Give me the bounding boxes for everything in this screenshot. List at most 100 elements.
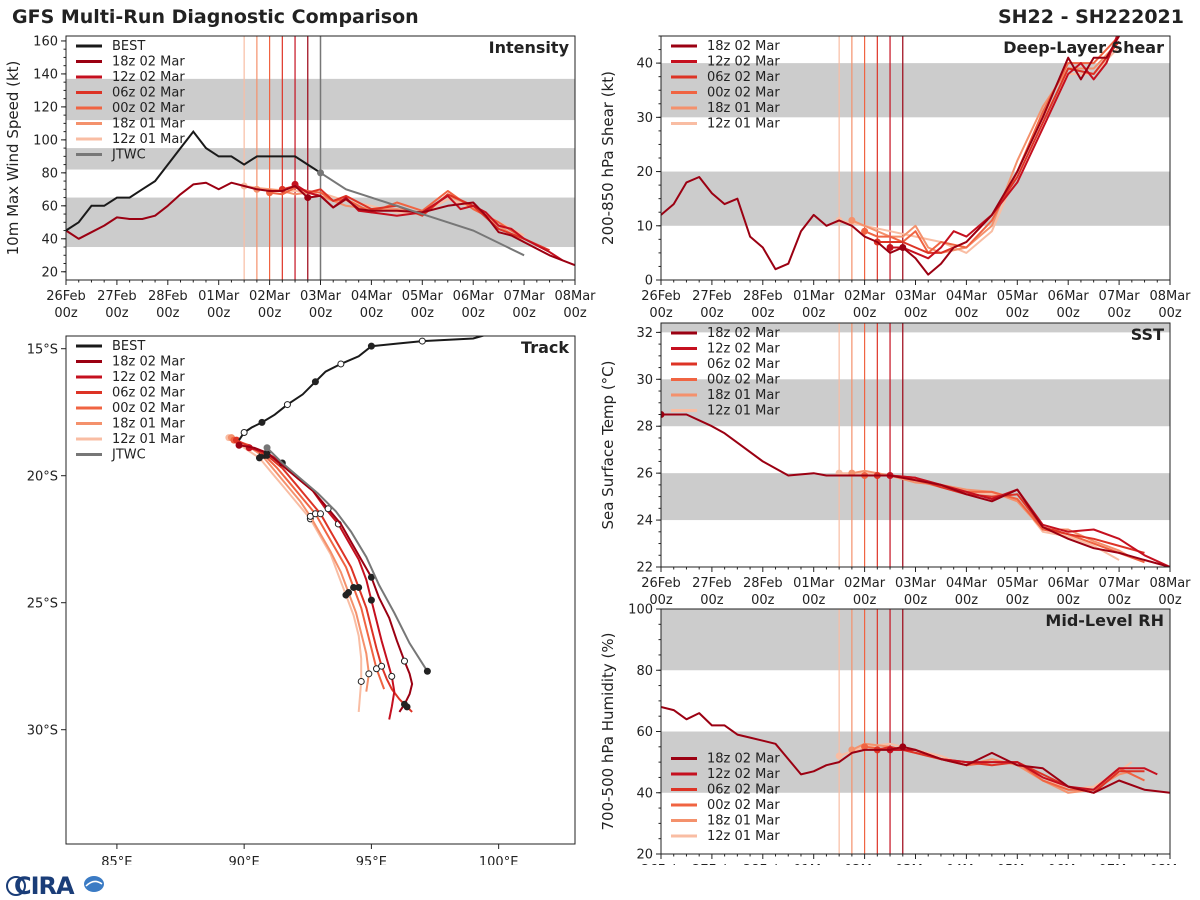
cira-logo: CIRA [4,866,104,900]
best-track-marker [337,360,345,368]
y-tick-label: 20°S [27,470,58,485]
series-line [661,706,1170,794]
legend-label: BEST [112,39,145,54]
best-track-line [66,129,322,232]
y-tick-label: 80 [636,664,653,679]
legend-label: 12z 02 Mar [112,70,185,85]
shaded-band [661,171,1170,226]
x-tick-label-hour: 00z [1057,593,1081,608]
init-marker [899,743,907,751]
y-tick-label: 30 [636,111,653,126]
legend-label: 00z 02 Mar [112,101,185,116]
x-tick-label-hour: 00z [1006,306,1030,321]
legend-label: 06z 02 Mar [112,386,185,401]
y-tick-label: 22 [636,561,653,576]
x-tick-label: 04Mar [946,576,988,591]
series-line [864,36,1120,254]
x-tick-label-hour: 00z [700,306,724,321]
legend-label: 12z 02 Mar [707,55,780,70]
x-tick-label: 08Mar [1149,576,1191,591]
track-line [236,439,413,713]
y-tick-label: 25°S [27,597,58,612]
track-init-marker [235,441,243,449]
x-tick-label: 05Mar [997,576,1039,591]
x-tick-label-hour: 00z [802,593,826,608]
y-tick-label: 0 [645,274,653,289]
y-tick-label: 26 [636,467,653,482]
init-marker [661,411,665,418]
y-tick-label: 20 [41,265,58,280]
legend-label: 12z 02 Mar [707,767,780,782]
x-tick-label: 05Mar [997,289,1039,304]
panel-intensity: 20 40 60 80 100 120 140 160 10m Max Wind Speed (… [4,34,596,321]
init-marker [835,752,843,760]
track-day-marker [344,589,352,597]
init-marker [886,243,894,251]
x-tick-label: 02Mar [249,289,291,304]
series-group [661,36,1121,276]
x-tick-label-hour: 00z [105,306,129,321]
x-tick-label: 100°E [479,855,519,865]
y-axis-label: 700-500 hPa Humidity (%) [599,632,617,830]
x-tick-label-hour: 00z [1057,306,1081,321]
panel-title: Intensity [489,38,570,57]
x-tick-label-hour: 00z [802,306,826,321]
legend-label: 18z 01 Mar [707,388,780,403]
track-line [230,436,370,692]
y-tick-label: 28 [636,420,653,435]
x-tick-label: 27Feb [692,863,732,865]
x-tick-label: 06Mar [1048,576,1090,591]
x-tick-label: 27Feb [692,289,732,304]
y-tick-label: 60 [636,725,653,740]
y-tick-label: 120 [33,100,58,115]
x-tick-label-hour: 00z [411,306,435,321]
x-tick-label: 08Mar [1149,289,1191,304]
jtwc-track-line [266,447,429,672]
track-day-marker [388,672,396,680]
legend-label: 06z 02 Mar [707,357,780,372]
legend-label: 12z 01 Mar [707,117,780,132]
track-day-marker [367,596,375,604]
x-tick-label: 02Mar [844,863,886,865]
legend-label: 12z 01 Mar [112,432,185,447]
series-group [66,129,575,267]
y-tick-label: 15°S [27,343,58,358]
x-tick-label: 95°E [356,855,387,865]
x-tick-label: 04Mar [946,289,988,304]
x-tick-label: 27Feb [692,576,732,591]
x-tick-label: 03Mar [895,289,937,304]
y-tick-label: 100 [628,603,653,618]
x-tick-label: 02Mar [844,576,886,591]
init-marker [861,227,869,235]
y-tick-label: 60 [41,199,58,214]
series-line [282,185,550,252]
x-tick-label-hour: 00z [207,306,231,321]
legend-label: 12z 01 Mar [112,132,185,147]
series-line [838,46,1120,254]
series-line [661,36,1121,276]
legend-label: 00z 02 Mar [707,798,780,813]
x-tick-label-hour: 00z [700,593,724,608]
x-tick-label: 08Mar [554,289,596,304]
x-tick-label-hour: 00z [649,593,673,608]
x-tick-label-hour: 00z [1158,306,1182,321]
x-tick-label-hour: 00z [258,306,282,321]
track-day-marker [357,677,365,685]
shaded-band [661,323,1170,333]
series-line [661,413,1170,567]
x-tick-label-hour: 00z [751,593,775,608]
x-tick-label: 01Mar [793,289,835,304]
y-tick-label: 30°S [27,724,58,739]
x-tick-label-hour: 00z [853,306,877,321]
jtwc-marker [317,169,324,177]
x-tick-label-hour: 00z [156,306,180,321]
legend-label: 18z 01 Mar [112,417,185,432]
x-tick-label-hour: 00z [1006,593,1030,608]
legend-label: 00z 02 Mar [707,86,780,101]
track-day-marker [378,662,386,670]
shaded-band [661,379,1170,427]
legend-label: 06z 02 Mar [707,783,780,798]
y-tick-label: 100 [33,133,58,148]
